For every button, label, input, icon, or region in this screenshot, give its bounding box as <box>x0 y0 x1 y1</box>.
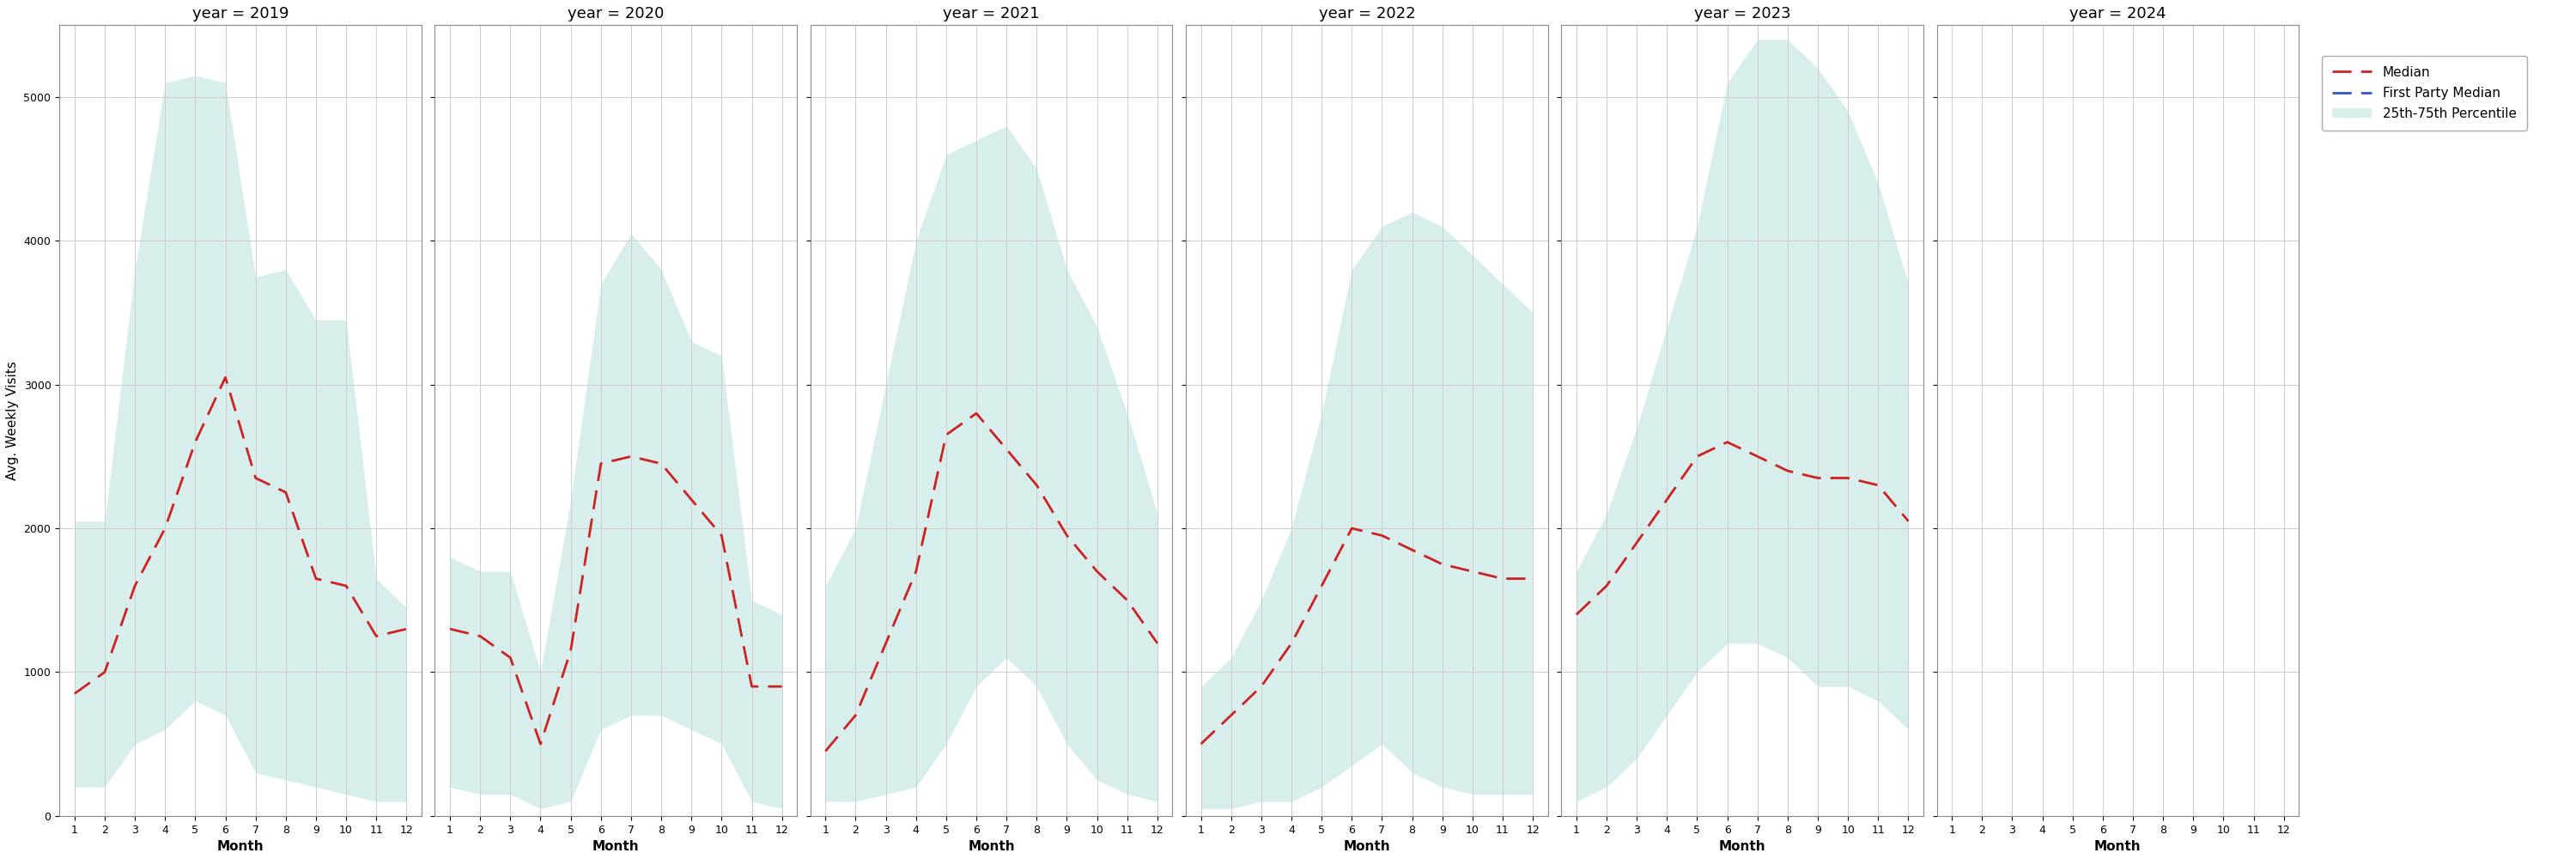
X-axis label: Month: Month <box>1718 840 1765 853</box>
Title: year = 2022: year = 2022 <box>1319 6 1414 21</box>
Title: year = 2020: year = 2020 <box>567 6 665 21</box>
Title: year = 2023: year = 2023 <box>1695 6 1790 21</box>
Title: year = 2021: year = 2021 <box>943 6 1041 21</box>
Title: year = 2024: year = 2024 <box>2069 6 2166 21</box>
X-axis label: Month: Month <box>969 840 1015 853</box>
Y-axis label: Avg. Weekly Visits: Avg. Weekly Visits <box>5 361 18 480</box>
X-axis label: Month: Month <box>1345 840 1391 853</box>
Title: year = 2019: year = 2019 <box>193 6 289 21</box>
Legend: Median, First Party Median, 25th-75th Percentile: Median, First Party Median, 25th-75th Pe… <box>2321 56 2527 131</box>
X-axis label: Month: Month <box>216 840 263 853</box>
X-axis label: Month: Month <box>2094 840 2141 853</box>
X-axis label: Month: Month <box>592 840 639 853</box>
